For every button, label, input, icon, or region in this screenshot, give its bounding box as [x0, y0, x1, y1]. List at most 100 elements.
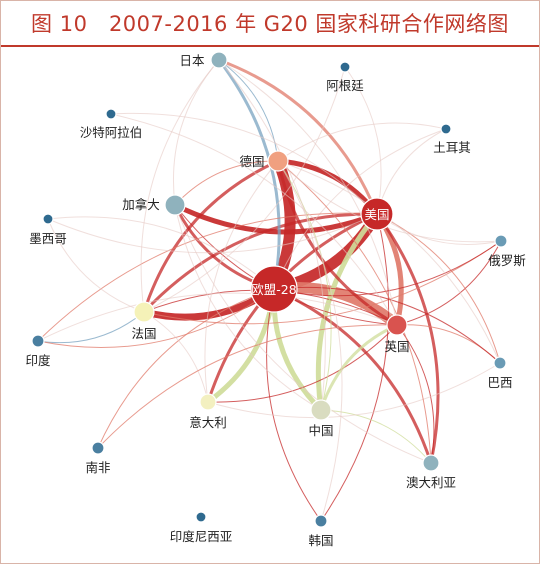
node-korea: 韩国 [308, 514, 334, 548]
node-label-eu28: 欧盟-28 [251, 282, 296, 297]
node-circle-mexico [42, 213, 54, 225]
node-circle-saudi [105, 108, 117, 120]
link-korea-germany [277, 160, 343, 522]
link-usa-india [37, 212, 378, 342]
node-label-china: 中国 [308, 423, 333, 438]
link-uk-china [319, 323, 399, 412]
link-usa-japan [217, 58, 379, 216]
node-circle-france [133, 301, 155, 323]
link-eu28-south_africa [97, 288, 275, 449]
node-circle-indonesia [195, 511, 207, 523]
link-germany-china [277, 160, 332, 411]
link-uk-germany [276, 159, 399, 327]
node-circle-india [31, 334, 45, 348]
node-label-australia: 澳大利亚 [406, 475, 456, 490]
node-label-germany: 德国 [239, 154, 264, 169]
node-circle-japan [210, 51, 228, 69]
link-china-canada [174, 204, 322, 411]
link-south_africa-uk [97, 324, 398, 449]
node-russia: 俄罗斯 [488, 234, 526, 268]
link-canada-japan [172, 59, 220, 206]
link-australia-canada [174, 204, 432, 464]
node-germany: 德国 [239, 150, 289, 172]
node-uk: 英国 [384, 314, 410, 354]
node-label-france: 法国 [131, 326, 156, 341]
link-usa-argentina [344, 66, 382, 215]
link-eu28-india [37, 288, 275, 348]
link-usa-australia [375, 212, 440, 465]
node-indonesia: 印度尼西亚 [170, 511, 233, 544]
link-eu28-turkey [273, 128, 447, 290]
link-usa-saudi [110, 112, 378, 215]
title-underline [1, 45, 539, 47]
node-argentina: 阿根廷 [326, 61, 364, 93]
node-label-india: 印度 [25, 353, 51, 368]
node-france: 法国 [131, 301, 157, 341]
node-circle-china [310, 399, 332, 421]
node-saudi: 沙特阿拉伯 [80, 108, 143, 140]
node-japan: 日本 [179, 51, 228, 69]
node-circle-australia [422, 454, 440, 472]
link-mexico-france [47, 218, 145, 313]
node-circle-germany [267, 150, 289, 172]
link-japan-france [140, 59, 220, 313]
node-label-saudi: 沙特阿拉伯 [80, 125, 143, 140]
node-italy: 意大利 [189, 393, 227, 430]
node-circle-uk [386, 314, 408, 336]
node-circle-canada [164, 194, 186, 216]
node-south_africa: 南非 [85, 441, 111, 475]
node-label-turkey: 土耳其 [433, 140, 471, 155]
node-label-japan: 日本 [179, 53, 205, 68]
figure-title: 图 10 2007-2016 年 G20 国家科研合作网络图 [31, 12, 509, 36]
node-brazil: 巴西 [487, 356, 513, 390]
link-usa-france [142, 212, 379, 314]
link-usa-korea [320, 213, 390, 522]
link-eu28-korea [266, 288, 322, 522]
link-italy-france [143, 311, 209, 403]
node-india: 印度 [25, 334, 51, 368]
node-label-mexico: 墨西哥 [29, 231, 67, 246]
link-france-india [37, 311, 145, 344]
link-eu28-russia [273, 240, 502, 297]
node-canada: 加拿大 [122, 194, 186, 216]
link-germany-japan [218, 59, 279, 162]
node-circle-turkey [440, 123, 452, 135]
node-mexico: 墨西哥 [29, 213, 67, 246]
node-label-indonesia: 印度尼西亚 [170, 529, 233, 544]
link-saudi-uk [110, 113, 398, 326]
link-italy-germany [204, 160, 279, 403]
node-eu28: 欧盟-28 [250, 265, 298, 313]
link-china-australia [320, 409, 432, 464]
node-circle-russia [494, 234, 508, 248]
node-circle-usa [360, 197, 394, 231]
link-brazil-germany [277, 160, 501, 364]
link-france-russia [143, 240, 502, 325]
link-usa-china [315, 211, 380, 413]
link-uk-italy [207, 324, 398, 403]
link-eu28-australia [272, 287, 433, 465]
link-japan-uk [218, 59, 398, 326]
node-label-usa: 美国 [364, 207, 389, 222]
link-china-japan [218, 59, 326, 411]
node-label-russia: 俄罗斯 [488, 253, 526, 268]
node-circle-south_africa [91, 441, 105, 455]
link-uk-russia [396, 240, 502, 326]
node-label-italy: 意大利 [189, 415, 227, 430]
node-circle-eu28 [250, 265, 298, 313]
link-eu28-mexico [47, 216, 275, 290]
node-label-canada: 加拿大 [122, 197, 160, 212]
node-label-brazil: 巴西 [487, 375, 512, 390]
node-label-south_africa: 南非 [85, 460, 110, 475]
node-china: 中国 [308, 399, 334, 438]
node-turkey: 土耳其 [433, 123, 471, 155]
link-turkey-germany [277, 122, 447, 162]
link-argentina-france [143, 66, 346, 313]
node-australia: 澳大利亚 [406, 454, 456, 490]
node-usa: 美国 [360, 197, 394, 231]
node-circle-korea [314, 514, 328, 528]
link-eu28-brazil [273, 286, 501, 364]
node-circle-brazil [493, 356, 507, 370]
